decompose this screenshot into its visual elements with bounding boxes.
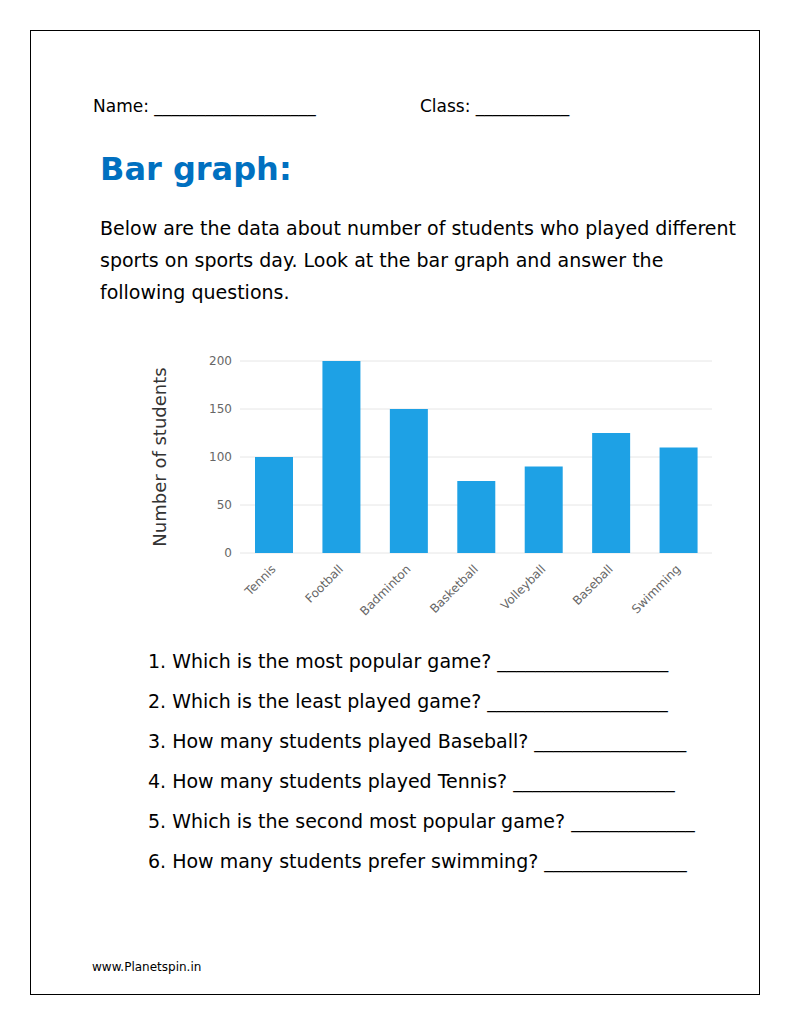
svg-text:Number of students: Number of students	[150, 367, 170, 546]
svg-text:200: 200	[209, 354, 232, 368]
html-text:www.Planetspin.in: www.Planetspin.in	[92, 960, 202, 974]
svg-text:Tennis: Tennis	[242, 562, 279, 599]
html-text:5. Which is the second most po: 5. Which is the second most popular game…	[148, 810, 695, 832]
svg-text:Volleyball: Volleyball	[498, 562, 549, 613]
html-text:3. How many students played Ba: 3. How many students played Baseball? __…	[148, 730, 687, 752]
html-text:2. Which is the least played g: 2. Which is the least played game? _____…	[148, 690, 668, 712]
svg-text:Badminton: Badminton	[357, 562, 413, 618]
html-text:Name: ___________________: Name: ___________________	[93, 96, 316, 116]
svg-text:Swimming: Swimming	[629, 562, 683, 616]
svg-text:50: 50	[217, 498, 232, 512]
svg-text:Baseball: Baseball	[570, 562, 616, 608]
svg-text:0: 0	[224, 546, 232, 560]
html-text:1. Which is the most popular g: 1. Which is the most popular game? _____…	[148, 650, 669, 672]
svg-text:Football: Football	[303, 562, 346, 605]
svg-text:100: 100	[209, 450, 232, 464]
svg-text:Basketball: Basketball	[427, 562, 481, 616]
html-text:6. How many students prefer sw: 6. How many students prefer swimming? __…	[148, 850, 687, 872]
html-text:Below are the data about numbe: Below are the data about number of stude…	[100, 217, 736, 303]
html-text:Class: ___________: Class: ___________	[420, 96, 570, 116]
html-text:Bar graph:: Bar graph:	[100, 150, 292, 188]
svg-text:150: 150	[209, 402, 232, 416]
html-text:4. How many students played Te: 4. How many students played Tennis? ____…	[148, 770, 675, 792]
